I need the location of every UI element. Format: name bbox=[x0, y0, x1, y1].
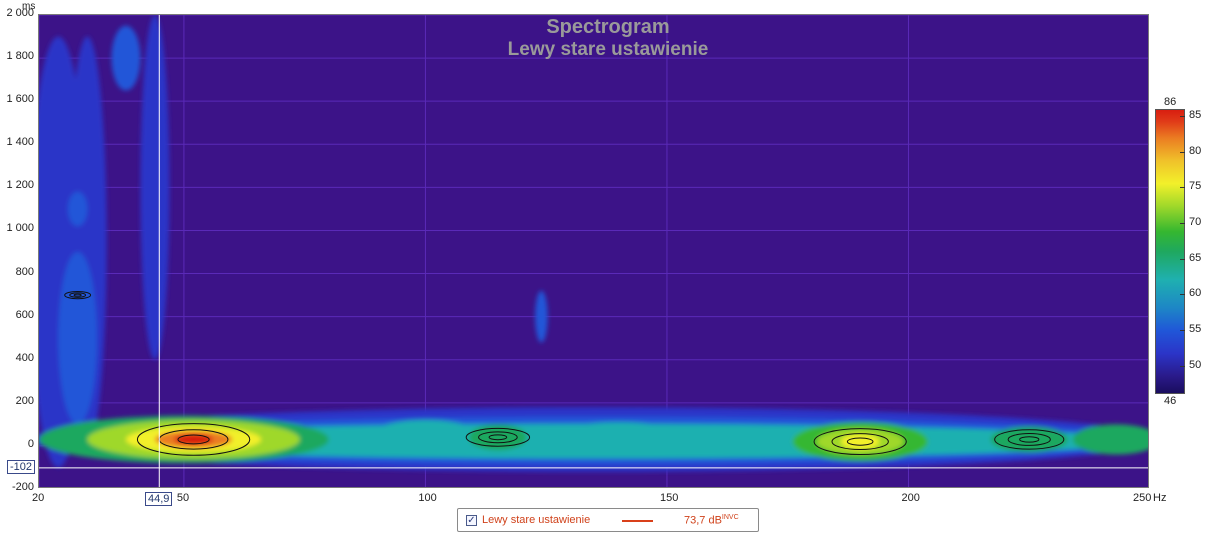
colorbar-tick-label: 50 bbox=[1189, 358, 1202, 371]
colorbar-tick-label: 80 bbox=[1189, 144, 1202, 157]
spectrogram-plot[interactable] bbox=[39, 15, 1149, 488]
contour-line bbox=[831, 433, 889, 451]
energy-blob bbox=[666, 424, 764, 451]
y-tick-label: 200 bbox=[15, 394, 34, 407]
colorbar-tick-label: 70 bbox=[1189, 216, 1202, 228]
contour-lines bbox=[64, 290, 1065, 456]
y-tick-label: 600 bbox=[15, 308, 34, 321]
y-axis-unit: ms bbox=[22, 1, 36, 12]
x-tick-label: 200 bbox=[901, 492, 920, 504]
colorbar-tick-label: 75 bbox=[1189, 180, 1202, 193]
legend-value-suffix: INVC bbox=[721, 514, 739, 521]
colorbar-tick bbox=[1180, 151, 1185, 153]
colorbar-tick-label: 85 bbox=[1189, 109, 1202, 122]
x-tick-label: 100 bbox=[418, 492, 437, 504]
contour-line bbox=[177, 434, 210, 445]
legend-series-name[interactable]: Lewy stare ustawienie bbox=[482, 514, 591, 526]
contour-line bbox=[1019, 436, 1040, 443]
energy-blob bbox=[1072, 424, 1148, 455]
contour-line bbox=[465, 427, 531, 447]
contour-line bbox=[69, 292, 87, 298]
cursor-lines bbox=[39, 15, 1148, 487]
contour-line bbox=[478, 431, 518, 444]
y-tick-label: 1 000 bbox=[6, 222, 34, 235]
energy-blob bbox=[990, 426, 1068, 453]
energy-blob bbox=[174, 434, 213, 445]
colorbar-tick bbox=[1180, 258, 1185, 260]
contour-line bbox=[64, 290, 92, 300]
energy-blob bbox=[58, 252, 97, 425]
contour-line bbox=[1007, 433, 1051, 446]
y-tick-label: 1 800 bbox=[6, 50, 34, 63]
y-tick-label: 1 400 bbox=[6, 136, 34, 149]
y-tick-label: -200 bbox=[11, 481, 34, 493]
y-tick-label: 800 bbox=[15, 265, 34, 278]
cursor-y-readout: -102 bbox=[7, 460, 36, 474]
contour-line bbox=[994, 429, 1065, 450]
contour-line bbox=[136, 423, 251, 456]
chart-subtitle: Lewy stare ustawienie bbox=[507, 39, 709, 60]
contour-line bbox=[73, 293, 82, 297]
energy-blob bbox=[140, 15, 170, 360]
x-tick-label: 150 bbox=[659, 492, 679, 504]
colorbar-tick bbox=[1180, 329, 1185, 331]
y-tick-label: 0 bbox=[27, 437, 34, 450]
legend-series-checkbox[interactable]: ✓ bbox=[466, 515, 477, 526]
energy-blob bbox=[535, 290, 548, 343]
colorbar-tick bbox=[1180, 294, 1185, 296]
legend-value-text: 73,7 dB bbox=[684, 514, 722, 527]
plot-area[interactable] bbox=[38, 14, 1149, 488]
y-tick-label: 2 000 bbox=[6, 7, 34, 19]
x-tick-label: 250 bbox=[1133, 492, 1152, 504]
x-tick-label: 20 bbox=[32, 492, 45, 504]
cursor-x-readout: 44,9 bbox=[145, 492, 173, 506]
colorbar-min-label: 46 bbox=[1164, 395, 1177, 407]
colorbar-tick-label: 55 bbox=[1189, 322, 1202, 335]
colorbar-tick bbox=[1180, 365, 1185, 367]
energy-blob bbox=[468, 424, 527, 451]
colorbar-tick bbox=[1180, 187, 1185, 189]
contour-line bbox=[488, 434, 508, 441]
energy-blob bbox=[840, 434, 880, 450]
legend: ✓ Lewy stare ustawienie 73,7 dBINVC bbox=[457, 508, 759, 532]
y-tick-label: 1 200 bbox=[6, 179, 34, 192]
colorbar-max-label: 86 bbox=[1164, 96, 1177, 108]
legend-series-value: 73,7 dBINVC bbox=[684, 514, 739, 527]
y-tick-label: 400 bbox=[15, 351, 34, 364]
energy-blob bbox=[111, 25, 141, 91]
y-tick-label: 1 600 bbox=[6, 93, 34, 106]
contour-line bbox=[846, 437, 874, 446]
colorbar bbox=[1155, 109, 1185, 394]
energy-blob bbox=[551, 422, 687, 453]
x-axis-unit: Hz bbox=[1153, 492, 1167, 504]
legend-series-swatch bbox=[622, 520, 653, 522]
energy-blob bbox=[367, 420, 484, 455]
colorbar-tick bbox=[1180, 116, 1185, 118]
contour-line bbox=[813, 428, 907, 456]
energy-blob bbox=[67, 191, 88, 227]
chart-title: Spectrogram bbox=[546, 16, 670, 38]
x-tick-label: 50 bbox=[176, 492, 190, 504]
colorbar-tick-label: 65 bbox=[1189, 251, 1202, 264]
colorbar-tick-label: 60 bbox=[1189, 287, 1202, 300]
colorbar-tick bbox=[1180, 223, 1185, 224]
